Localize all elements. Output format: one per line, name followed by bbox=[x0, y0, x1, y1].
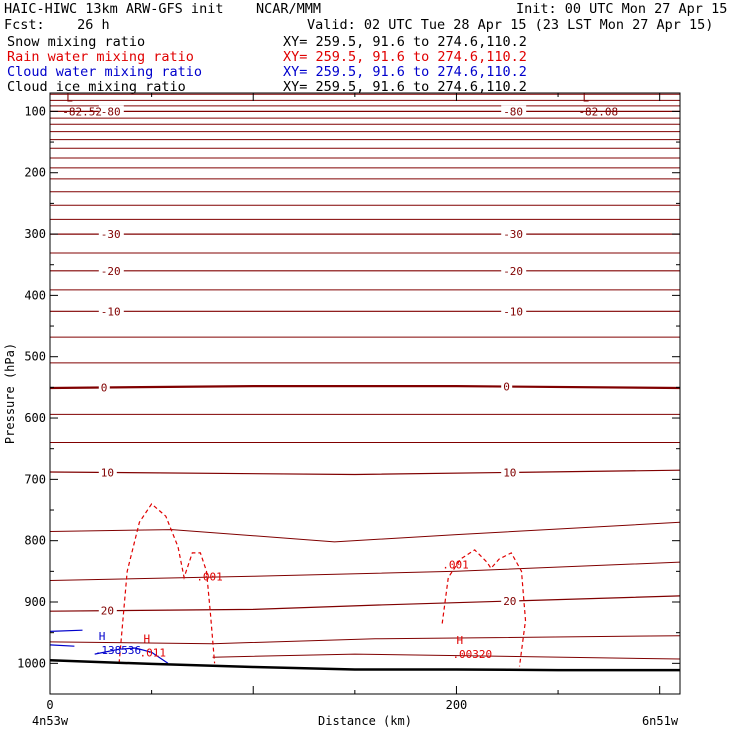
isotherm-label: -80 bbox=[101, 105, 121, 118]
x-left-endpoint-label: 4n53w bbox=[32, 714, 69, 728]
isotherm-label: 20 bbox=[101, 605, 114, 618]
isotherm-label: 0 bbox=[503, 381, 510, 394]
extremum-l-marker: L bbox=[582, 91, 589, 104]
init-time: Init: 00 UTC Mon 27 Apr 15 bbox=[516, 1, 728, 17]
rain-contour-label: .001 bbox=[442, 558, 469, 571]
forecast-hour: Fcst: 26 h bbox=[4, 17, 110, 33]
y-tick-label: 800 bbox=[24, 534, 46, 548]
field-rain-xy: XY= 259.5, 91.6 to 274.6,110.2 bbox=[283, 49, 527, 65]
field-cloud-ice-label: Cloud ice mixing ratio bbox=[7, 79, 186, 95]
x-tick-label: 0 bbox=[46, 698, 53, 712]
extremum-value: -82.08 bbox=[578, 105, 618, 118]
isotherm-line bbox=[49, 469, 681, 476]
isotherm-label: -20 bbox=[503, 265, 523, 278]
extremum-value: .00320 bbox=[452, 648, 492, 661]
isotherm-label: 20 bbox=[503, 595, 516, 608]
plot-frame bbox=[49, 92, 681, 695]
y-tick-label: 1000 bbox=[17, 656, 46, 670]
isotherm-label: 10 bbox=[101, 466, 114, 479]
isotherm-label: 10 bbox=[503, 466, 516, 479]
cloud-water-contour bbox=[94, 647, 169, 664]
y-tick-label: 100 bbox=[24, 104, 46, 118]
field-cloud-water-label: Cloud water mixing ratio bbox=[7, 64, 203, 80]
isotherm-label: 0 bbox=[101, 382, 108, 395]
isotherm-line bbox=[49, 521, 681, 543]
field-snow-label: Snow mixing ratio bbox=[7, 34, 146, 50]
isotherm-line bbox=[49, 385, 681, 390]
isotherm-label: -30 bbox=[503, 228, 523, 241]
x-right-endpoint-label: 6n51w bbox=[642, 714, 679, 728]
field-snow-xy: XY= 259.5, 91.6 to 274.6,110.2 bbox=[283, 34, 527, 50]
cloud-water-contour bbox=[49, 644, 75, 647]
extremum-value: -82.52 bbox=[62, 105, 102, 118]
isotherm-label: -10 bbox=[503, 305, 523, 318]
terrain-surface bbox=[49, 659, 680, 672]
rain-contour-label: .001 bbox=[196, 571, 223, 584]
x-tick-label: 200 bbox=[446, 698, 468, 712]
extremum-h-marker: H bbox=[456, 634, 463, 647]
isotherm-line bbox=[212, 653, 681, 660]
field-cloud-ice-xy: XY= 259.5, 91.6 to 274.6,110.2 bbox=[283, 79, 527, 95]
y-tick-label: 900 bbox=[24, 595, 46, 609]
isotherm-label: -10 bbox=[101, 305, 121, 318]
isotherm-line bbox=[49, 561, 681, 581]
y-tick-label: 300 bbox=[24, 227, 46, 241]
extremum-value: .011 bbox=[139, 646, 166, 659]
extremum-value: .138536 bbox=[95, 644, 141, 657]
x-axis-title: Distance (km) bbox=[318, 714, 412, 728]
field-rain-label: Rain water mixing ratio bbox=[7, 49, 194, 65]
isotherm-label: -20 bbox=[101, 265, 121, 278]
valid-time: Valid: 02 UTC Tue 28 Apr 15 (23 LST Mon … bbox=[307, 17, 714, 33]
y-axis-title: Pressure (hPa) bbox=[3, 343, 17, 444]
extremum-h-marker: H bbox=[143, 632, 150, 645]
y-tick-label: 500 bbox=[24, 350, 46, 364]
isotherm-line bbox=[49, 595, 681, 612]
y-tick-label: 200 bbox=[24, 166, 46, 180]
field-cloud-water-xy: XY= 259.5, 91.6 to 274.6,110.2 bbox=[283, 64, 527, 80]
isotherm-line bbox=[49, 635, 681, 645]
model-title: HAIC-HIWC 13km ARW-GFS init NCAR/MMM bbox=[4, 1, 321, 17]
rain-contour bbox=[118, 502, 216, 664]
cloud-water-contour bbox=[49, 629, 83, 632]
extremum-h-marker: H bbox=[99, 630, 106, 643]
isotherm-label: -30 bbox=[101, 228, 121, 241]
extremum-l-marker: L bbox=[66, 91, 73, 104]
isotherm-label: -80 bbox=[503, 105, 523, 118]
y-tick-label: 400 bbox=[24, 288, 46, 302]
y-tick-label: 700 bbox=[24, 472, 46, 486]
y-tick-label: 600 bbox=[24, 411, 46, 425]
